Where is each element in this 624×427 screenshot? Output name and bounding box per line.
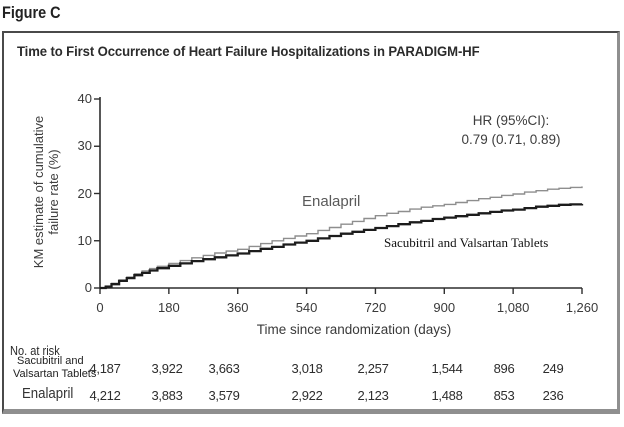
y-tick-label: 30 [77,138,92,154]
chart-panel [2,31,620,414]
x-tick-label: 1,260 [565,300,599,315]
risk-count: 2,922 [291,388,323,403]
y-tick-label: 40 [77,91,92,106]
risk-table-heading: No. at risk [10,343,60,358]
risk-count: 236 [542,388,564,403]
risk-count: 249 [542,361,564,376]
hazard-ratio-annotation-line2: 0.79 (0.71, 0.89) [461,132,561,147]
x-tick-label: 1,080 [496,300,530,315]
y-axis-label-line1: KM estimate of cumulative [31,115,46,269]
risk-count: 3,018 [291,361,323,376]
risk-count: 2,123 [357,388,389,403]
enalapril-curve-label: Enalapril [302,193,361,210]
risk-count: 1,488 [431,388,463,403]
y-tick-label: 0 [84,280,92,295]
sacubitril-curve-label: Sacubitril and Valsartan Tablets [384,235,549,250]
risk-count: 853 [493,388,515,403]
risk-count: 3,579 [208,388,240,403]
risk-count: 3,922 [151,361,183,376]
risk-row-sacubitril-label-line1: Sacubitril and [17,355,84,367]
hazard-ratio-annotation-line1: HR (95%CI): [472,113,550,128]
y-tick-label: 10 [77,232,92,248]
risk-count: 4,212 [89,388,121,403]
risk-count: 4,187 [89,361,121,376]
x-tick-label: 360 [226,300,249,315]
risk-count: 3,663 [208,361,240,376]
x-tick-label: 720 [364,300,387,315]
x-tick-label: 540 [295,300,318,315]
figure-label: Figure C [2,3,61,22]
risk-count: 2,257 [357,361,389,376]
risk-count: 3,883 [151,388,183,403]
risk-row-enalapril-label: Enalapril [22,385,74,402]
y-tick-label: 20 [77,185,92,201]
risk-count: 1,544 [431,361,463,376]
risk-row-sacubitril-label-line2: Valsartan Tablets [13,368,97,380]
x-axis-label: Time since randomization (days) [256,322,452,337]
risk-count: 896 [493,361,515,376]
x-tick-label: 900 [433,300,456,315]
hazard-ratio-annotation: HR (95%CI): 0.79 (0.71, 0.89) [411,111,611,149]
x-tick-label: 180 [157,300,180,315]
km-curve-sacubitril-valsartan [100,203,584,290]
x-tick-label: 0 [96,300,104,315]
chart-title: Time to First Occurrence of Heart Failur… [17,44,480,59]
